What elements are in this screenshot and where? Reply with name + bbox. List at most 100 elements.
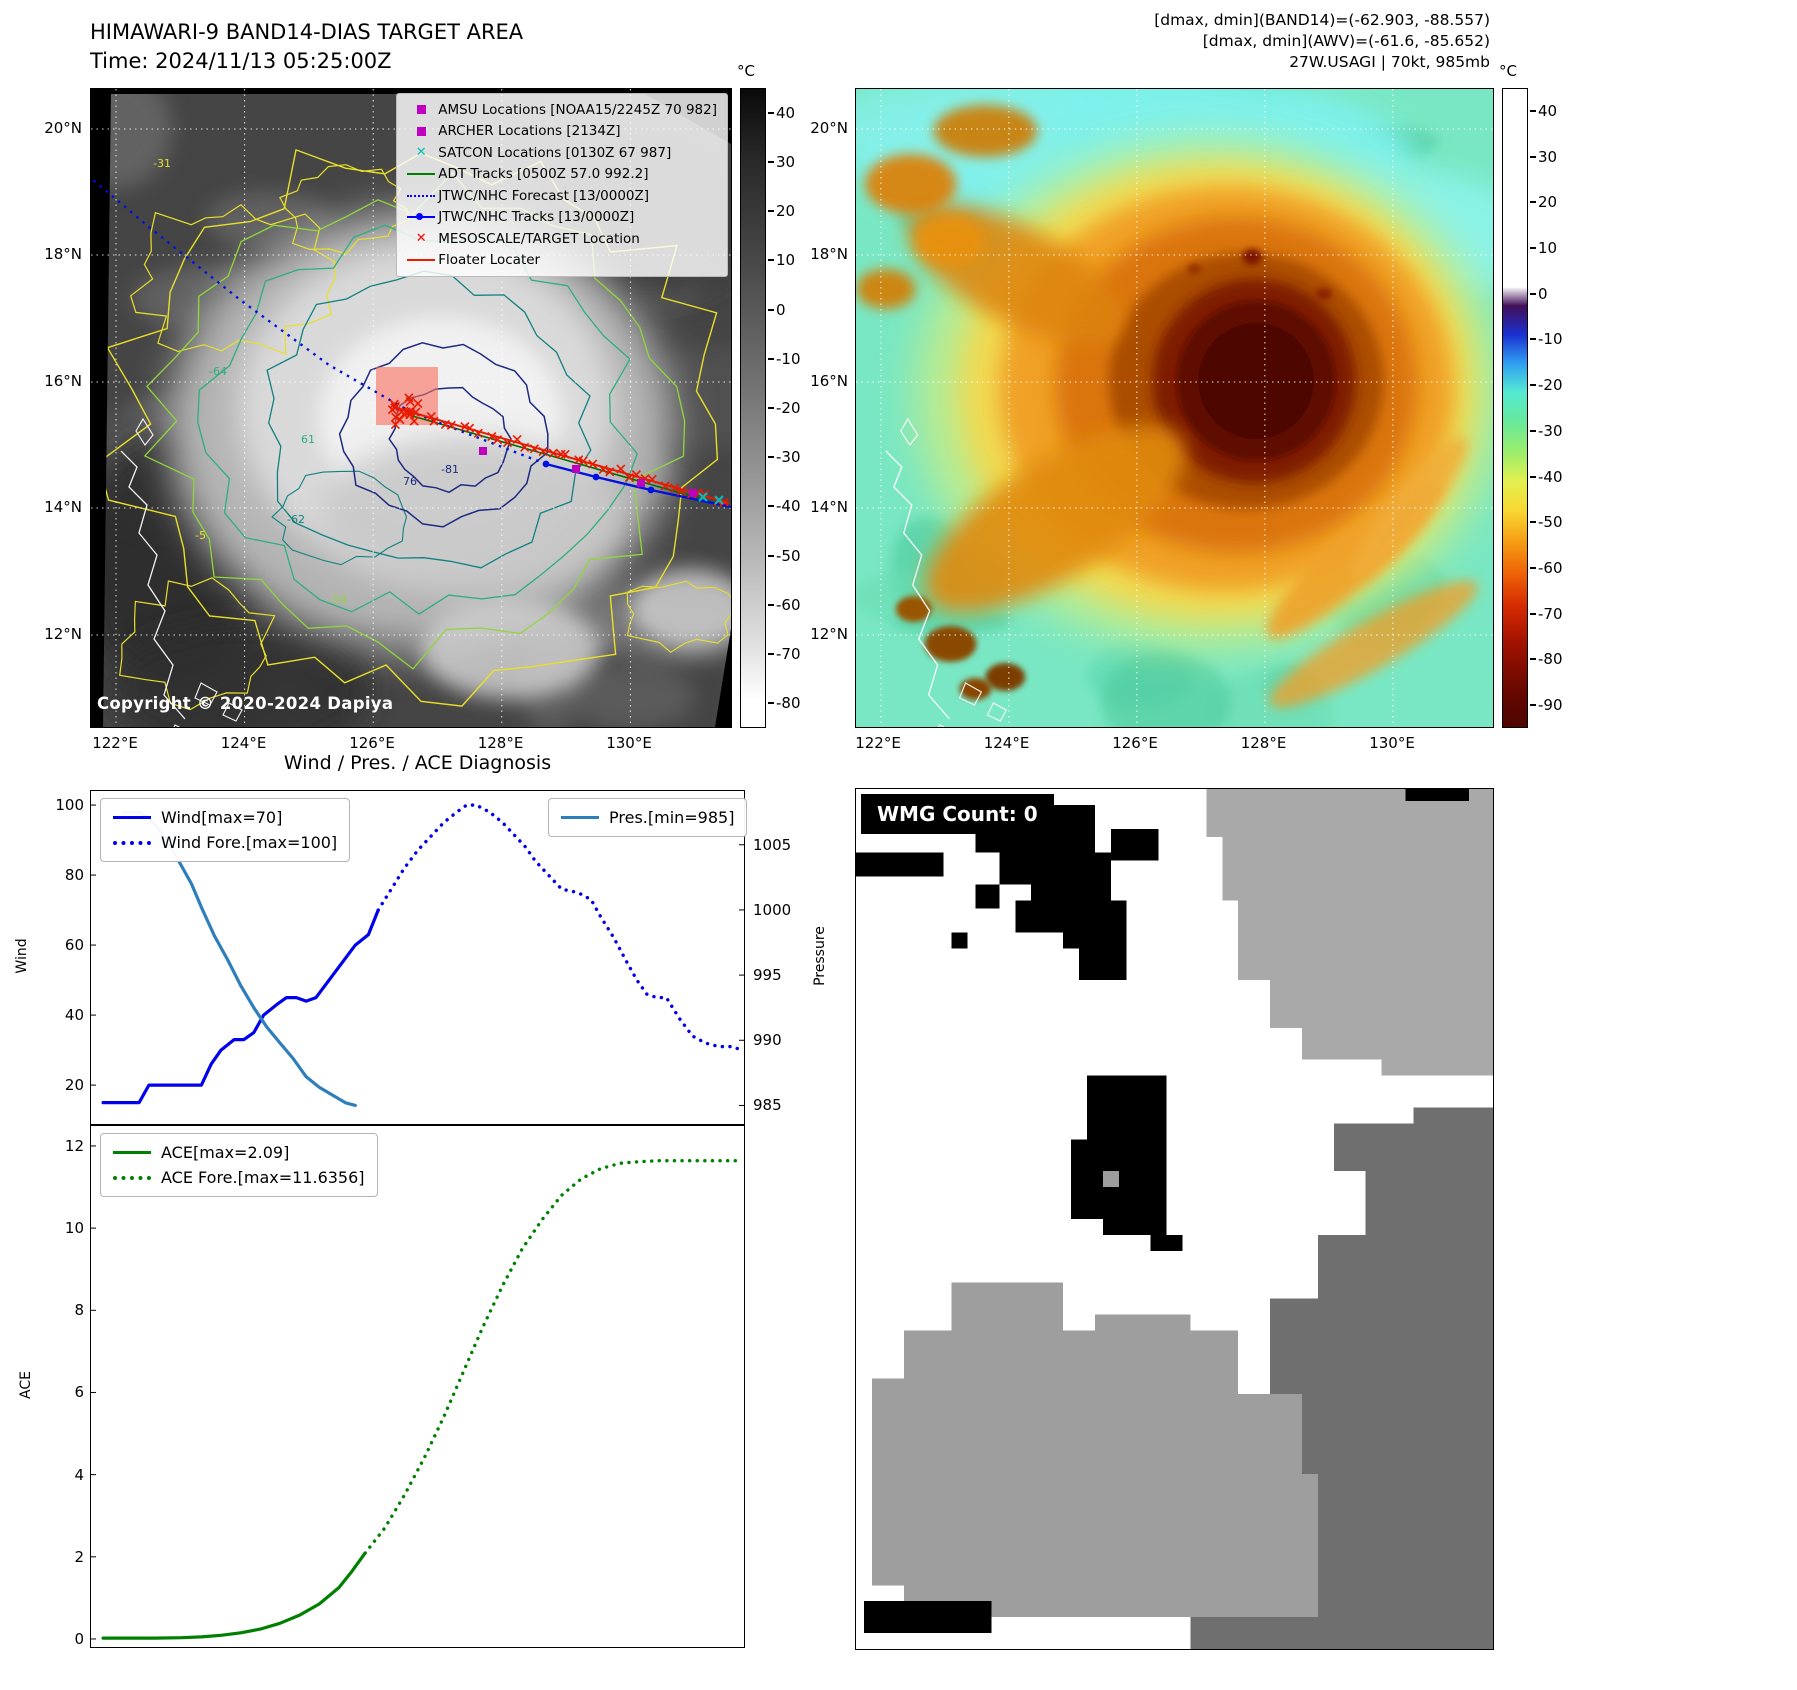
legend-item: ACE[max=2.09]	[113, 1140, 365, 1165]
colorbar-tick-label: -10	[776, 349, 801, 368]
colorbar-tick-label: -30	[1538, 421, 1563, 440]
colorbar-tick-label: 30	[776, 152, 796, 171]
legend-label: ACE Fore.[max=11.6356]	[161, 1168, 365, 1187]
awv-colorbar	[1502, 88, 1528, 728]
dmax-dmin-awv: [dmax, dmin](AWV)=(-61.6, -85.652)	[1202, 32, 1490, 50]
colorbar-tick-mark	[1530, 292, 1536, 295]
band14-map-panel: -31 -64 -62 61 -81 76 -54 -5 AMSU Locations [NO…	[58, 69, 788, 770]
pressure-line-icon	[561, 816, 599, 819]
lon-tick-label: 124°E	[220, 734, 267, 752]
lat-tick-label: 20°N	[810, 119, 848, 137]
ace-tick-label: 6	[74, 1383, 84, 1402]
lon-tick-label: 128°E	[1240, 734, 1287, 752]
colorbar-tick-label: -50	[1538, 513, 1563, 532]
legend-label: Wind Fore.[max=100]	[161, 833, 338, 852]
legend-item: ✕ MESOSCALE/TARGET Location	[404, 228, 717, 250]
wind-tick-label: 40	[64, 1006, 84, 1025]
colorbar-tick-mark	[768, 357, 774, 360]
lon-tick-label: 130°E	[1369, 734, 1415, 752]
colorbar-tick-mark	[768, 259, 774, 262]
lon-tick-label: 128°E	[477, 734, 524, 752]
legend-label: ACE[max=2.09]	[161, 1143, 290, 1162]
diagnosis-title: Wind / Pres. / ACE Diagnosis	[283, 752, 552, 774]
lon-tick-label: 122°E	[92, 734, 138, 752]
legend-item: ✕ SATCON Locations [0130Z 67 987]	[404, 142, 717, 164]
colorbar-tick-label: 20	[776, 202, 796, 221]
ace-line-icon	[113, 1151, 151, 1154]
x-marker-icon: ✕	[415, 231, 427, 247]
colorbar-tick-mark	[1530, 384, 1536, 387]
legend-item: Wind Fore.[max=100]	[113, 830, 337, 855]
ace-tick-label: 0	[74, 1629, 84, 1648]
legend-label: JTWC/NHC Forecast [13/0000Z]	[438, 187, 650, 204]
pressure-axis-label: Pressure	[812, 926, 828, 986]
colorbar-tick-label: -40	[1538, 467, 1563, 486]
square-marker-icon	[404, 100, 438, 120]
colorbar-tick-mark	[1530, 201, 1536, 204]
colorbar-tick-mark	[1530, 109, 1536, 112]
lat-tick-label: 12°N	[810, 625, 848, 643]
colorbar-tick-mark	[768, 505, 774, 508]
svg-text:-62: -62	[287, 513, 305, 526]
colorbar-tick-label: 40	[1538, 101, 1558, 120]
ace-axis-label: ACE	[18, 1371, 34, 1399]
legend-label: Floater Locater	[438, 252, 541, 269]
legend-label: SATCON Locations [0130Z 67 987]	[438, 144, 672, 161]
band14-subtitle: Time: 2024/11/13 05:25:00Z	[90, 49, 392, 73]
line-icon	[404, 250, 438, 270]
dmax-dmin-band14: [dmax, dmin](BAND14)=(-62.903, -88.557)	[1154, 11, 1490, 29]
ace-tick-label: 12	[64, 1136, 84, 1155]
legend-item: Wind[max=70]	[113, 805, 337, 830]
ace-chart	[90, 1125, 745, 1648]
ace-tick-label: 8	[74, 1301, 84, 1320]
colorbar-tick-label: 20	[1538, 193, 1558, 212]
pressure-tick-label: 995	[753, 966, 782, 985]
lat-tick-label: 20°N	[44, 119, 82, 137]
legend-label: Wind[max=70]	[161, 808, 283, 827]
colorbar-tick-label: -30	[776, 448, 801, 467]
lat-tick-label: 18°N	[810, 245, 848, 263]
colorbar-tick-label: 0	[776, 300, 786, 319]
svg-text:-31: -31	[153, 157, 171, 170]
colorbar-tick-label: -60	[776, 595, 801, 614]
wind-legend: Wind[max=70] Wind Fore.[max=100]	[100, 798, 351, 862]
lon-tick-label: 124°E	[983, 734, 1030, 752]
colorbar-tick-mark	[1530, 338, 1536, 341]
pressure-tick-label: 1000	[753, 900, 792, 919]
legend-label: ARCHER Locations [2134Z]	[438, 123, 621, 140]
colorbar-tick-label: -20	[1538, 376, 1563, 395]
pressure-tick-label: 1005	[753, 835, 792, 854]
colorbar-tick-mark	[1530, 567, 1536, 569]
lon-tick-label: 126°E	[349, 734, 395, 752]
colorbar-tick-label: -40	[776, 497, 801, 516]
colorbar-tick-mark	[1530, 612, 1536, 615]
awv-colorbar-unit: °C	[1499, 62, 1517, 80]
colorbar-tick-label: 10	[776, 251, 796, 270]
awv-satellite-image	[826, 52, 1533, 767]
pressure-legend: Pres.[min=985]	[548, 798, 748, 837]
colorbar-tick-label: -10	[1538, 330, 1563, 349]
colorbar-tick-mark	[768, 308, 774, 311]
colorbar-tick-mark	[768, 407, 774, 409]
svg-text:-81: -81	[441, 463, 459, 476]
wmg-panel: WMG Count: 0	[855, 788, 1494, 1650]
lat-tick-label: 14°N	[44, 498, 82, 516]
colorbar-tick-label: -60	[1538, 559, 1563, 577]
ace-forecast-dotted-icon	[113, 1175, 151, 1180]
legend-item: Pres.[min=985]	[561, 805, 734, 830]
band14-title: HIMAWARI-9 BAND14-DIAS TARGET AREA	[90, 20, 524, 44]
colorbar-tick-mark	[1530, 704, 1536, 707]
colorbar-tick-label: 0	[1538, 284, 1548, 303]
line-icon	[404, 164, 438, 184]
colorbar-tick-mark	[768, 653, 774, 656]
svg-text:-64: -64	[209, 365, 227, 378]
wind-forecast-dotted-icon	[113, 840, 151, 845]
colorbar-tick-label: 10	[1538, 239, 1558, 257]
legend-item: JTWC/NHC Forecast [13/0000Z]	[404, 185, 717, 207]
storm-id-intensity: 27W.USAGI | 70kt, 985mb	[1289, 53, 1490, 71]
wmg-image	[856, 789, 1493, 1649]
svg-text:61: 61	[301, 433, 315, 446]
ace-tick-label: 2	[74, 1547, 84, 1566]
colorbar-tick-mark	[768, 554, 774, 557]
colorbar-tick-mark	[1530, 521, 1536, 524]
